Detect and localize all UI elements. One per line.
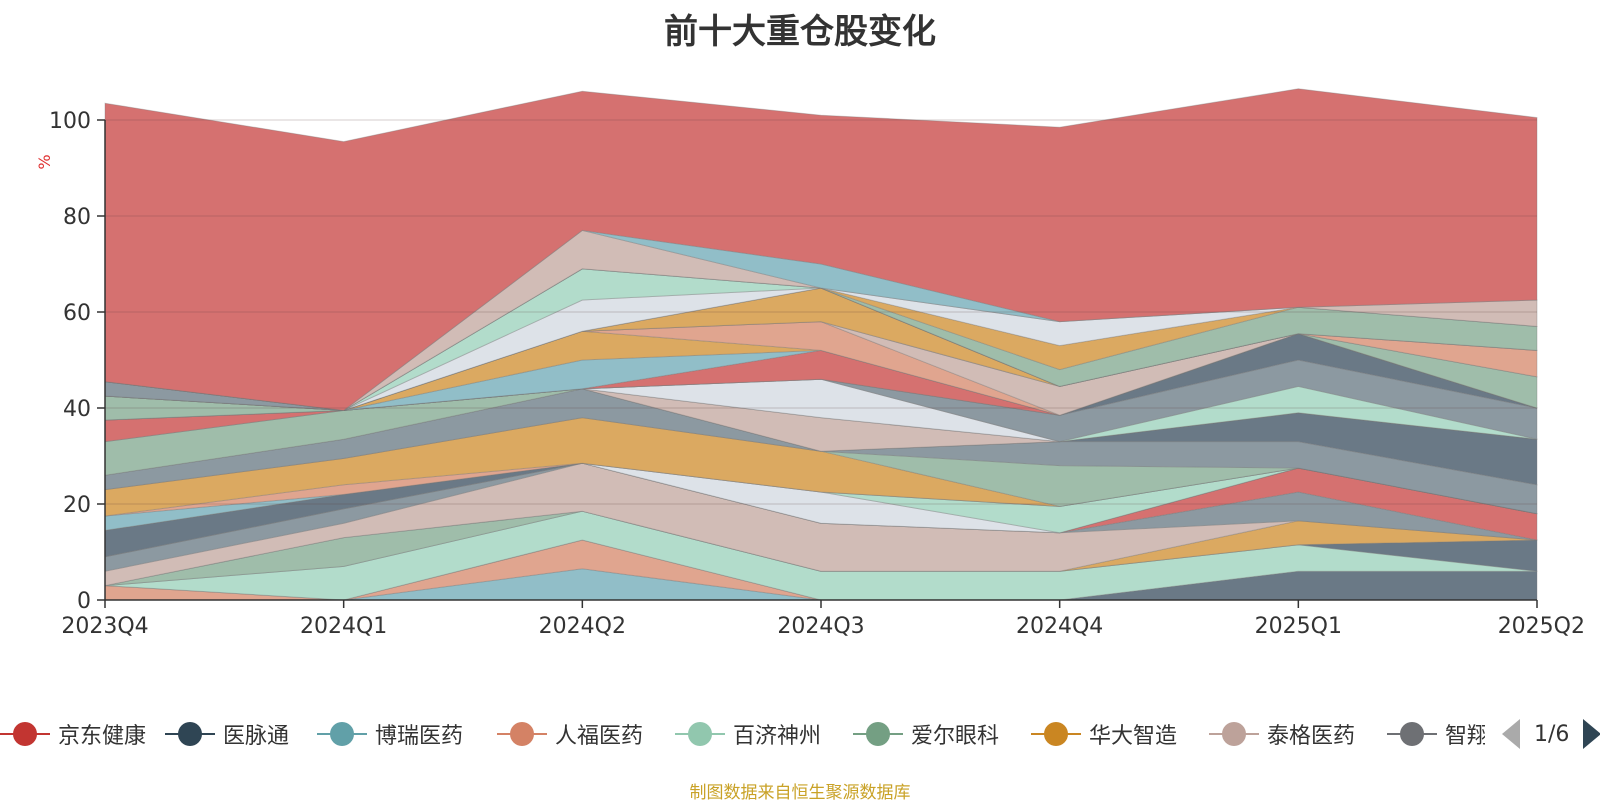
legend-marker-icon xyxy=(1031,721,1081,747)
x-tick-label: 2024Q3 xyxy=(777,614,864,639)
x-tick-label: 2024Q2 xyxy=(539,614,626,639)
legend-marker-icon xyxy=(853,721,903,747)
y-tick-label: 100 xyxy=(49,109,91,134)
x-tick-label: 2025Q1 xyxy=(1255,614,1342,639)
legend-page-indicator: 1/6 xyxy=(1534,721,1570,747)
x-tick-label: 2023Q4 xyxy=(61,614,148,639)
legend-marker-icon xyxy=(0,721,50,747)
legend-item[interactable]: 华大智造 xyxy=(1031,718,1177,750)
legend-label: 华大智造 xyxy=(1089,724,1178,749)
legend-marker-icon xyxy=(1387,721,1437,747)
y-tick-label: 80 xyxy=(63,205,91,230)
y-tick-label: 60 xyxy=(63,301,91,326)
legend-item[interactable]: 人福医药 xyxy=(497,718,643,750)
legend-item[interactable]: 医脉通 xyxy=(165,718,289,750)
legend-marker-icon xyxy=(675,721,725,747)
legend-label: 爱尔眼科 xyxy=(911,724,1000,749)
legend-prev-arrow-icon[interactable] xyxy=(1502,719,1520,749)
gridlines xyxy=(105,119,1537,505)
legend-item[interactable]: 博瑞医药 xyxy=(317,718,463,750)
area-layers xyxy=(104,88,1538,601)
legend-item[interactable]: 泰格医药 xyxy=(1209,718,1355,750)
y-tick-label: 20 xyxy=(63,493,91,518)
x-axis-ticks: 2023Q4 2024Q1 2024Q2 2024Q3 2024Q4 2025Q1 2025… xyxy=(61,600,1585,639)
area-layer-39 xyxy=(104,268,1538,411)
y-axis-ticks: 0 20 40 60 80 100 xyxy=(49,109,105,614)
legend-label: 泰格医药 xyxy=(1267,724,1356,749)
legend-marker-icon xyxy=(1209,721,1259,747)
legend-label: 百济神州 xyxy=(733,724,822,749)
area-layer-44 xyxy=(104,88,1538,411)
legend-marker-icon xyxy=(497,721,547,747)
legend-marker-icon xyxy=(165,721,215,747)
area-layer-25 xyxy=(104,359,1538,443)
y-axis-label: % xyxy=(35,154,54,169)
x-tick-label: 2024Q4 xyxy=(1016,614,1103,639)
source-note: 制图数据来自恒生聚源数据库 xyxy=(689,783,911,803)
legend-marker-icon xyxy=(317,721,367,747)
y-tick-label: 40 xyxy=(63,397,91,422)
legend-item[interactable]: 爱尔眼科 xyxy=(853,718,999,750)
y-tick-label: 0 xyxy=(77,589,91,614)
area-layer-19 xyxy=(104,388,1538,486)
area-layer-42 xyxy=(104,229,1538,411)
legend-item[interactable]: 百济神州 xyxy=(675,718,821,750)
legend-label: 京东健康 xyxy=(58,724,147,749)
legend: 京东健康 医脉通 博瑞医药 人福医药 百济神州 爱尔眼科 华大智造 泰格医药 智翔 xyxy=(0,712,1485,752)
legend-label: 智翔 xyxy=(1445,724,1485,749)
legend-item[interactable]: 智翔 xyxy=(1387,718,1485,750)
legend-label: 医脉通 xyxy=(223,724,290,749)
x-tick-label: 2024Q1 xyxy=(300,614,387,639)
legend-next-arrow-icon[interactable] xyxy=(1583,719,1600,749)
legend-item[interactable]: 京东健康 xyxy=(0,718,146,750)
x-tick-label: 2025Q2 xyxy=(1498,614,1585,639)
legend-label: 博瑞医药 xyxy=(375,724,464,749)
chart-title: 前十大重仓股变化 xyxy=(664,12,936,52)
legend-pager: 1/6 xyxy=(1500,716,1600,752)
legend-label: 人福医药 xyxy=(555,724,644,749)
